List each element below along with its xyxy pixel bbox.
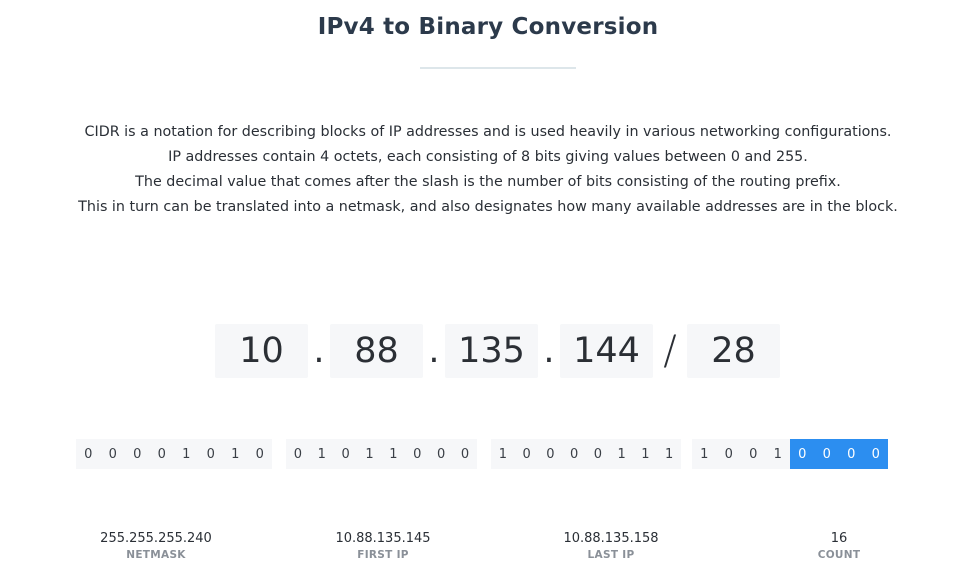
netmask-stat: 255.255.255.240 NETMASK	[56, 530, 256, 562]
octet-2-input[interactable]: 88	[330, 324, 423, 378]
bit-cell[interactable]: 0	[255, 446, 264, 462]
netmask-label: NETMASK	[126, 549, 186, 561]
bit-cell[interactable]: 1	[700, 446, 709, 462]
bit-cell[interactable]: 1	[317, 446, 326, 462]
prefix-length-input[interactable]: 28	[687, 324, 780, 378]
bit-cell[interactable]: 1	[231, 446, 240, 462]
bit-cell[interactable]: 1	[182, 446, 191, 462]
bit-cell[interactable]: 0	[108, 446, 117, 462]
last-ip-value: 10.88.135.158	[563, 531, 659, 546]
bit-cell[interactable]: 1	[773, 446, 782, 462]
bit-cell[interactable]: 1	[389, 446, 398, 462]
count-stat: 16 COUNT	[739, 530, 939, 562]
description-line: The decimal value that comes after the s…	[135, 174, 841, 190]
bit-cell[interactable]: 0	[569, 446, 579, 462]
octet-separator: .	[428, 331, 440, 371]
octet-1-input[interactable]: 10	[215, 324, 308, 378]
bit-cell[interactable]: 0	[790, 439, 815, 469]
bit-cell[interactable]: 0	[341, 446, 350, 462]
bit-cell[interactable]: 0	[133, 446, 142, 462]
first-ip-stat: 10.88.135.145 FIRST IP	[283, 530, 483, 562]
bit-cell[interactable]: 1	[498, 446, 508, 462]
description-line: This in turn can be translated into a ne…	[78, 199, 898, 215]
description: CIDR is a notation for describing blocks…	[0, 120, 976, 220]
bit-cell[interactable]: 0	[749, 446, 758, 462]
octet-separator: .	[313, 331, 325, 371]
octet-separator: .	[543, 331, 555, 371]
bit-cell[interactable]: 0	[157, 446, 166, 462]
last-ip-stat: 10.88.135.158 LAST IP	[511, 530, 711, 562]
bit-cell[interactable]: 1	[664, 446, 674, 462]
page-title: IPv4 to Binary Conversion	[317, 14, 659, 40]
last-ip-label: LAST IP	[587, 549, 635, 561]
bit-cell[interactable]: 0	[413, 446, 422, 462]
bit-cell[interactable]: 0	[437, 446, 446, 462]
bit-cell[interactable]: 1	[617, 446, 626, 462]
bit-cell[interactable]: 0	[593, 446, 603, 462]
bit-cell[interactable]: 0	[839, 439, 864, 469]
bit-cell[interactable]: 1	[365, 446, 374, 462]
bit-cell[interactable]: 0	[84, 446, 93, 462]
bit-cell[interactable]: 0	[460, 446, 470, 462]
octet-3-input[interactable]: 135	[445, 324, 538, 378]
first-ip-value: 10.88.135.145	[335, 531, 431, 546]
octet-4-input[interactable]: 144	[560, 324, 653, 378]
bit-cell[interactable]: 1	[641, 446, 650, 462]
description-line: CIDR is a notation for describing blocks…	[84, 124, 892, 140]
bit-cell[interactable]: 0	[206, 446, 215, 462]
bit-cell[interactable]: 0	[724, 446, 733, 462]
netmask-value: 255.255.255.240	[100, 531, 212, 546]
bit-cell[interactable]: 0	[522, 446, 531, 462]
first-ip-label: FIRST IP	[357, 549, 409, 561]
prefix-separator: /	[663, 328, 677, 374]
bit-cell[interactable]: 0	[546, 446, 555, 462]
description-line: IP addresses contain 4 octets, each cons…	[168, 149, 808, 165]
bit-cell[interactable]: 0	[814, 439, 839, 469]
bit-cell[interactable]: 0	[293, 446, 303, 462]
count-label: COUNT	[817, 549, 861, 561]
bit-cell[interactable]: 0	[863, 439, 888, 469]
count-value: 16	[830, 531, 848, 546]
ip-address-input: 10 . 88 . 135 . 144 / 28	[0, 324, 976, 378]
title-divider	[420, 67, 576, 69]
